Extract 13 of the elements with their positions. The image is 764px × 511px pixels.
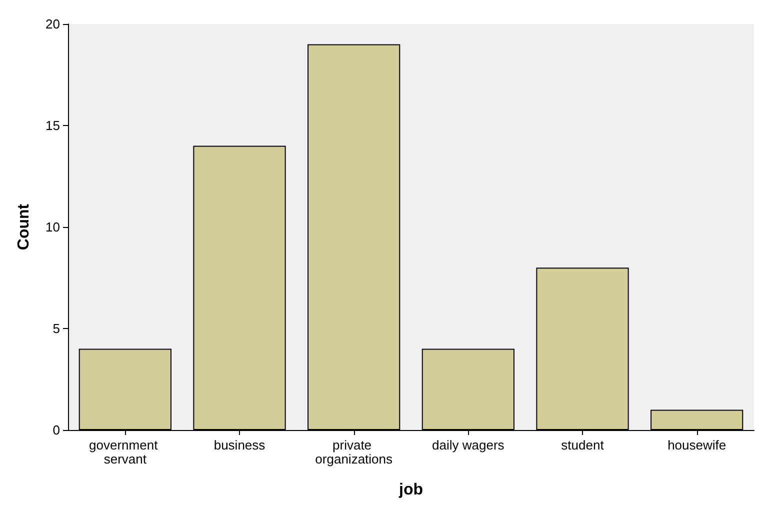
y-tick-label: 20 xyxy=(46,16,60,32)
y-tick-label: 10 xyxy=(46,220,60,234)
x-tick-label: business xyxy=(214,438,266,452)
x-tick-label: daily wagers xyxy=(432,438,505,452)
y-tick-label: 5 xyxy=(52,321,60,336)
y-tick-label: 15 xyxy=(46,118,60,133)
x-tick-label: student xyxy=(561,438,604,452)
y-axis-title: Count xyxy=(16,203,32,250)
x-tick-label: government servant xyxy=(89,438,162,466)
x-axis-title: job xyxy=(398,482,424,498)
y-tick-label: 0 xyxy=(52,422,60,438)
x-tick-label: private organizations xyxy=(315,438,393,466)
x-tick-label: housewife xyxy=(668,438,726,452)
